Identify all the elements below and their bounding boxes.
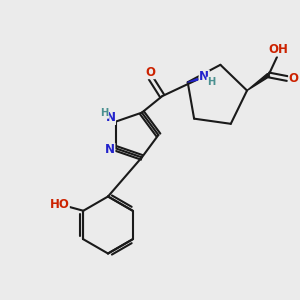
Text: H: H (207, 77, 215, 87)
Text: HO: HO (50, 198, 69, 211)
Text: N: N (105, 112, 116, 124)
Text: N: N (105, 143, 115, 156)
Polygon shape (247, 74, 270, 91)
Text: H: H (100, 108, 109, 118)
Text: O: O (289, 72, 299, 85)
Text: O: O (145, 66, 155, 79)
Text: N: N (199, 70, 209, 83)
Text: OH: OH (268, 43, 289, 56)
